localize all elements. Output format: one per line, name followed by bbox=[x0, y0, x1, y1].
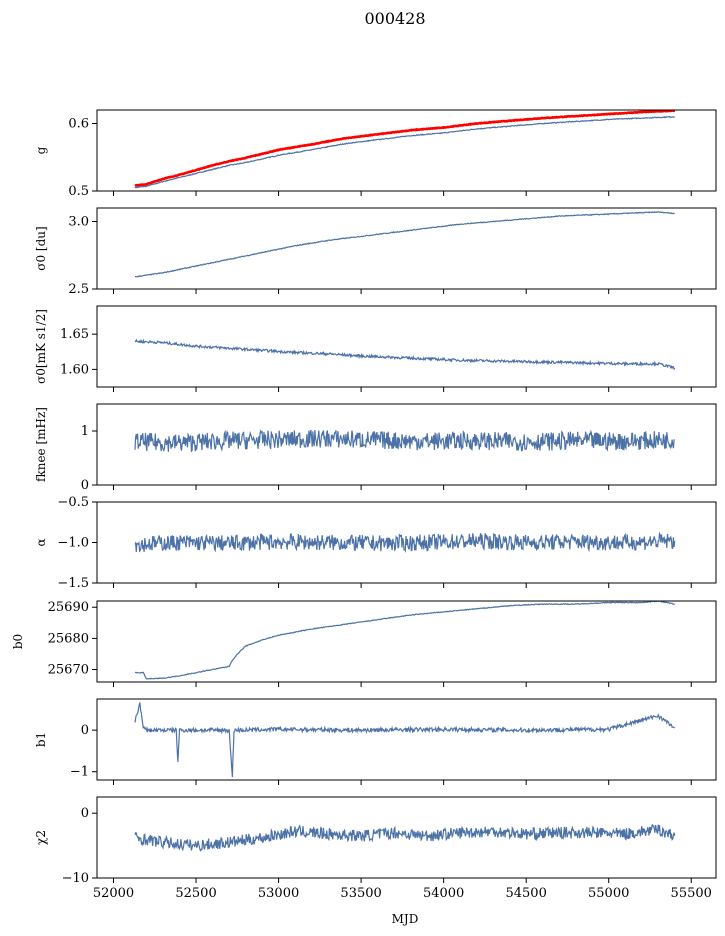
axes-frame bbox=[96, 698, 717, 781]
y-tick-label: 25670 bbox=[48, 663, 89, 678]
y-axis-label: χ2 bbox=[34, 830, 48, 845]
series-line-sigma0-mks-blue bbox=[134, 338, 676, 371]
panels: 0.5 0.6 g 2.5 3.0 σ0 [du] 1.60 1.65 σ0[mK s1/2] 0… bbox=[11, 109, 717, 901]
series-line-fknee-blue bbox=[134, 429, 675, 453]
y-axis-label: σ0 [du] bbox=[34, 226, 48, 270]
x-tick-label: 55000 bbox=[588, 886, 629, 901]
panel-chi2: −10 0 χ2 bbox=[34, 796, 717, 886]
y-tick-label: 3.0 bbox=[68, 215, 89, 230]
panel-sigma0-du: 2.5 3.0 σ0 [du] bbox=[34, 207, 717, 297]
x-tick-label: 52000 bbox=[93, 886, 134, 901]
y-tick-label: −1.0 bbox=[57, 536, 89, 551]
x-tick-label: 53500 bbox=[340, 886, 381, 901]
x-tick-label: 53000 bbox=[258, 886, 299, 901]
y-tick-label: −10 bbox=[62, 871, 89, 886]
y-tick-label: 1 bbox=[81, 424, 89, 439]
y-tick-label: 25680 bbox=[48, 631, 89, 646]
y-tick-label: 0 bbox=[81, 723, 89, 738]
y-tick-label: −0.5 bbox=[57, 495, 89, 510]
series-line-chi2-blue bbox=[134, 824, 676, 852]
series-line-alpha-blue bbox=[134, 531, 676, 554]
axes-frame bbox=[96, 600, 717, 683]
panel-fknee: 0 1 fknee [mHz] bbox=[34, 403, 717, 493]
y-tick-label: 1.65 bbox=[60, 327, 89, 342]
series-line-b0-blue bbox=[134, 601, 675, 680]
panel-g: 0.5 0.6 g bbox=[34, 109, 717, 199]
x-tick-label: 55500 bbox=[671, 886, 712, 901]
panel-alpha: −1.5 −1.0 −0.5 α bbox=[34, 495, 717, 591]
y-tick-label: 0.5 bbox=[68, 184, 89, 199]
series-line-sigma0-du-blue bbox=[135, 211, 675, 278]
y-axis-label: b1 bbox=[34, 732, 48, 747]
y-tick-label: −1.5 bbox=[57, 576, 89, 591]
axes-frame bbox=[96, 796, 717, 879]
figure-title: 000428 bbox=[364, 9, 425, 28]
axes-frame bbox=[96, 109, 717, 192]
y-axis-label: g bbox=[34, 146, 48, 154]
x-tick-label: 54000 bbox=[423, 886, 464, 901]
y-axis-label: b0 bbox=[11, 634, 25, 649]
y-tick-label: 0.6 bbox=[68, 117, 89, 132]
x-tick-label: 52500 bbox=[175, 886, 216, 901]
y-tick-label: 25690 bbox=[48, 600, 89, 615]
axes-frame bbox=[96, 305, 717, 388]
y-axis-label: σ0[mK s1/2] bbox=[34, 309, 48, 384]
panel-sigma0-mks: 1.60 1.65 σ0[mK s1/2] bbox=[34, 305, 717, 392]
y-tick-label: 1.60 bbox=[60, 362, 89, 377]
x-tick-label: 54500 bbox=[505, 886, 546, 901]
series-line-g-red bbox=[134, 110, 676, 187]
y-tick-label: 0 bbox=[81, 478, 89, 493]
y-tick-label: 0 bbox=[81, 806, 89, 821]
panel-b1: −1 0 b1 bbox=[34, 698, 717, 785]
series-line-b1-blue bbox=[134, 702, 676, 778]
panel-b0: 25670 25680 25690 b0 bbox=[11, 600, 717, 687]
axes-frame bbox=[96, 403, 717, 486]
y-tick-label: 2.5 bbox=[68, 282, 89, 297]
y-axis-label: α bbox=[34, 538, 48, 546]
x-axis-label: MJD bbox=[392, 912, 419, 926]
y-axis-label: fknee [mHz] bbox=[34, 407, 48, 482]
y-tick-label: −1 bbox=[70, 765, 89, 780]
series-line-g-blue bbox=[134, 115, 676, 189]
axes-frame bbox=[96, 207, 717, 290]
